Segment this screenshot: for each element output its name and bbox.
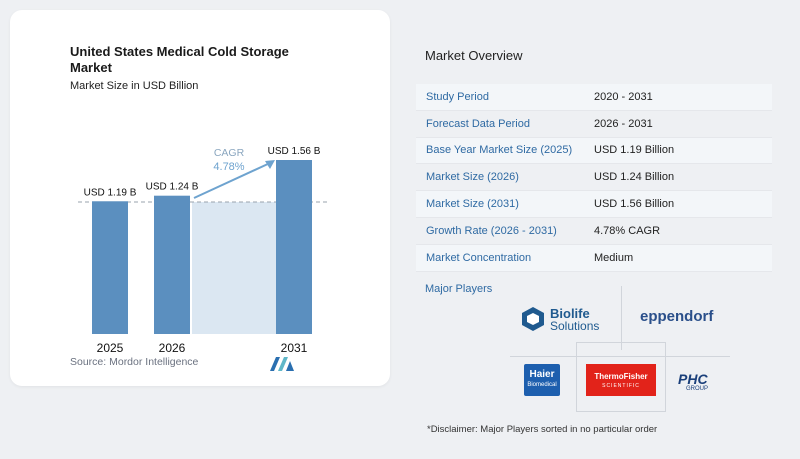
solutions-wordmark: Solutions xyxy=(550,319,600,333)
cagr-value: 4.78% xyxy=(213,161,244,173)
eppendorf-logo: eppendorf xyxy=(640,308,714,325)
row-label: Market Concentration xyxy=(426,251,532,264)
major-players-title: Major Players xyxy=(425,283,493,295)
overview-row: Growth Rate (2026 - 2031) 4.78% CAGR xyxy=(416,218,772,245)
thermo-fisher-logo: ThermoFisher SCIENTIFIC xyxy=(586,364,656,396)
overview-row: Base Year Market Size (2025) USD 1.19 Bil… xyxy=(416,137,772,165)
row-label: Market Size (2031) xyxy=(426,198,519,211)
bar-2025 xyxy=(92,201,128,334)
overview-row: Forecast Data Period 2026 - 2031 xyxy=(416,111,772,138)
haier-biomedical-logo: Haier Biomedical xyxy=(524,364,560,396)
divider xyxy=(621,286,622,350)
divider xyxy=(576,411,666,412)
divider xyxy=(510,356,730,357)
overview-row: Market Size (2031) USD 1.56 Billion xyxy=(416,191,772,218)
row-label: Forecast Data Period xyxy=(426,117,530,130)
row-label: Market Size (2026) xyxy=(426,171,519,184)
thermofisher-wordmark: ThermoFisher xyxy=(594,372,648,381)
row-value: 2026 - 2031 xyxy=(594,117,653,130)
phc-group-logo: PHC GROUP xyxy=(678,372,708,392)
overview-row: Study Period 2020 - 2031 xyxy=(416,84,772,111)
row-value: USD 1.56 Billion xyxy=(594,198,675,211)
overview-row: Market Size (2026) USD 1.24 Billion xyxy=(416,164,772,192)
haier-wordmark: Haier xyxy=(529,369,555,380)
bar-data-label: USD 1.24 B xyxy=(146,182,199,193)
divider xyxy=(576,342,666,343)
bar-chart: USD 1.19 B USD 1.24 B USD 1.56 B 2025 2026 2… xyxy=(78,146,330,355)
row-value: USD 1.19 Billion xyxy=(594,144,675,157)
bar-2026 xyxy=(154,195,190,334)
cagr-region xyxy=(192,202,276,334)
cagr-label: CAGR xyxy=(214,147,245,159)
biomedical-wordmark: Biomedical xyxy=(527,382,557,388)
divider xyxy=(665,342,666,412)
group-wordmark: GROUP xyxy=(686,386,709,392)
row-label: Study Period xyxy=(426,90,489,103)
phc-wordmark: PHC xyxy=(678,371,708,387)
chart-title: United States Medical Cold Storage Marke… xyxy=(70,44,289,75)
biolife-cube-icon xyxy=(522,307,544,331)
bar-data-label: USD 1.56 B xyxy=(268,146,321,157)
row-label: Base Year Market Size (2025) xyxy=(426,144,573,157)
divider xyxy=(576,342,577,412)
row-label: Growth Rate (2026 - 2031) xyxy=(426,224,557,237)
x-tick-label: 2025 xyxy=(97,341,124,355)
row-value: USD 1.24 Billion xyxy=(594,171,675,184)
overview-row: Market Concentration Medium xyxy=(416,244,772,272)
bar-2031 xyxy=(276,160,312,334)
overview-title: Market Overview xyxy=(425,48,523,63)
biolife-wordmark: Biolife xyxy=(550,306,590,321)
scientific-wordmark: SCIENTIFIC xyxy=(602,383,640,389)
overview-table: Study Period 2020 - 2031 Forecast Data Pe… xyxy=(416,84,772,272)
row-value: 2020 - 2031 xyxy=(594,90,653,103)
row-value: Medium xyxy=(594,251,634,264)
bar-data-label: USD 1.19 B xyxy=(84,187,137,198)
disclaimer: *Disclaimer: Major Players sorted in no … xyxy=(427,424,658,435)
cagr-arrow-line xyxy=(193,162,271,199)
source-text: Source: Mordor Intelligence xyxy=(70,356,199,368)
x-tick-label: 2026 xyxy=(159,341,186,355)
mordor-intelligence-icon xyxy=(270,357,294,371)
chart-subtitle: Market Size in USD Billion xyxy=(70,80,199,92)
x-tick-label: 2031 xyxy=(281,341,308,355)
row-value: 4.78% CAGR xyxy=(594,224,661,237)
cagr-arrow-head xyxy=(265,160,275,169)
